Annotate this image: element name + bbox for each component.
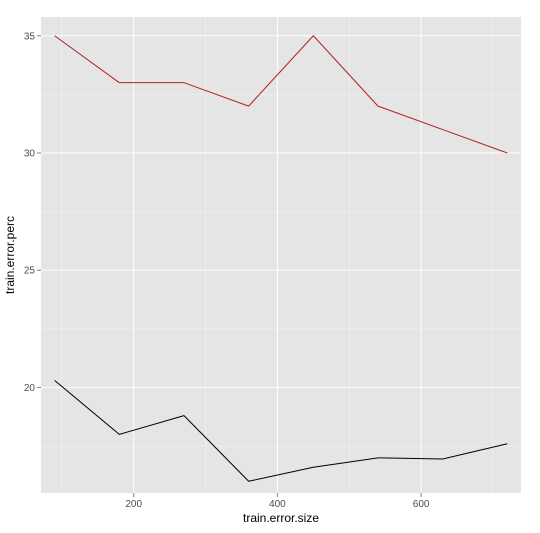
- x-axis: 200 400 600: [125, 493, 430, 510]
- y-axis: 20 25 30 35: [24, 31, 41, 394]
- minor-grid: [41, 17, 521, 493]
- series-layer: [54, 35, 508, 482]
- series-line-1: [54, 35, 508, 154]
- y-tick-label: 25: [24, 266, 36, 277]
- major-grid: [41, 17, 521, 493]
- x-tick-label: 400: [269, 499, 286, 510]
- y-tick-label: 20: [24, 383, 36, 394]
- y-axis-title: train.error.perc: [3, 216, 17, 294]
- y-tick-label: 30: [24, 149, 36, 160]
- x-tick-label: 600: [413, 499, 430, 510]
- plot-panel: [41, 17, 521, 493]
- series-line-2: [54, 380, 508, 482]
- x-axis-title: train.error.size: [243, 511, 319, 525]
- y-tick-label: 35: [24, 31, 36, 42]
- x-tick-label: 200: [125, 499, 142, 510]
